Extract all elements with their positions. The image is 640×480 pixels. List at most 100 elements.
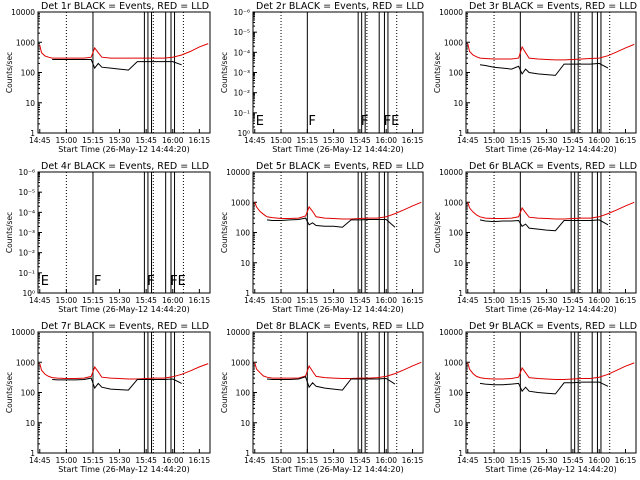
x-axis-label: Start Time (26-May-12 14:44:20) [485,145,616,154]
y-tick-label: 1000 [444,198,463,207]
x-tick-label: 15:30 [536,456,558,465]
x-tick-label: 16:15 [615,136,637,145]
x-axis-label: Start Time (26-May-12 14:44:20) [485,305,616,314]
x-axis-label: Start Time (26-May-12 14:44:20) [58,305,189,314]
x-tick-label: 15:30 [109,456,131,465]
y-axis-label: Counts/sec [220,372,229,413]
chart-panel-6: Det 6r BLACK = Events, RED = LLD 1 10 100 10… [433,161,637,314]
x-tick-label: 15:00 [56,136,78,145]
y-tick-label: 10⁰ [237,129,250,138]
lld-series-line [254,361,422,379]
chart-panel-4: Det 4r BLACK = Events, RED = LLD 10⁰ 10⁻¹ 1… [5,161,211,314]
y-tick-label: 10000 [439,328,463,337]
y-tick-label: 10⁻⁵ [18,188,35,197]
x-tick-label: 15:30 [536,296,558,305]
y-axis-label: Counts/sec [433,52,442,93]
x-tick-label: 15:45 [135,136,157,145]
x-axis-label: Start Time (26-May-12 14:44:20) [272,145,403,154]
x-tick-label: 15:00 [56,296,78,305]
x-tick-label: 15:00 [483,136,505,145]
chart-panel-2: Det 2r BLACK = Events, RED = LLD 10⁰ 10⁻¹ 1… [220,1,424,154]
plot-frame [252,171,424,294]
y-axis-label: Counts/sec [433,372,442,413]
x-tick-label: 14:45 [29,456,51,465]
x-tick-label: 16:00 [375,136,397,145]
x-tick-label: 15:45 [349,456,371,465]
x-tick-label: 14:45 [244,296,266,305]
x-tick-label: 15:15 [82,296,104,305]
y-tick-label: 10000 [226,328,250,337]
chart-panel-3: Det 3r BLACK = Events, RED = LLD 1 10 100 10… [433,1,637,154]
x-tick-label: 15:15 [82,456,104,465]
plot-frame [465,331,637,454]
y-tick-label: 1000 [444,38,463,47]
y-tick-label: 10⁻¹ [233,109,250,118]
x-tick-label: 16:00 [162,456,184,465]
y-tick-label: 10⁻² [18,249,35,258]
y-tick-label: 10000 [439,168,463,177]
y-tick-label: 1 [30,449,35,458]
x-tick-label: 15:15 [297,296,319,305]
x-tick-label: 15:00 [56,456,78,465]
y-tick-label: 1 [458,289,463,298]
x-axis-label: Start Time (26-May-12 14:44:20) [58,465,189,474]
x-tick-label: 15:00 [270,296,292,305]
x-tick-label: 15:45 [135,296,157,305]
x-tick-label: 15:30 [323,296,345,305]
x-tick-label: 15:15 [510,136,532,145]
y-tick-label: 10000 [11,328,35,337]
chart-title: Det 1r BLACK = Events, RED = LLD [41,1,209,12]
x-tick-label: 15:30 [536,136,558,145]
x-tick-label: 15:30 [323,456,345,465]
y-tick-label: 1000 [16,38,35,47]
x-tick-label: 16:00 [588,456,610,465]
events-series-line [479,381,609,395]
flag-marker: F [94,274,101,289]
plot-frame [465,171,637,294]
x-tick-label: 15:15 [297,136,319,145]
y-tick-label: 10 [240,259,250,268]
plot-frame [465,11,637,134]
y-tick-label: 1 [30,129,35,138]
y-axis-label: Counts/sec [5,52,14,93]
y-tick-label: 100 [21,69,36,78]
lld-series-line [467,362,635,380]
x-tick-label: 14:45 [244,136,266,145]
events-series-line [266,376,396,391]
flag-marker: FE [170,274,186,289]
y-tick-label: 100 [449,229,464,238]
x-tick-label: 16:00 [162,136,184,145]
y-axis-label: Counts/sec [220,52,229,93]
chart-title: Det 4r BLACK = Events, RED = LLD [41,161,209,172]
y-tick-label: 10 [240,419,250,428]
events-series-line [479,62,609,76]
x-tick-label: 16:15 [189,456,211,465]
events-series-line [52,59,182,71]
y-tick-label: 10 [453,259,463,268]
y-tick-label: 1 [458,129,463,138]
chart-title: Det 8r BLACK = Events, RED = LLD [256,321,424,332]
y-tick-label: 100 [236,389,251,398]
x-tick-label: 14:45 [457,456,479,465]
x-tick-label: 15:45 [562,456,584,465]
x-tick-label: 15:15 [82,136,104,145]
x-tick-label: 16:15 [402,136,424,145]
x-tick-label: 14:45 [457,296,479,305]
plot-frame [37,331,211,454]
chart-title: Det 7r BLACK = Events, RED = LLD [41,321,209,332]
plot-frame [252,331,424,454]
x-tick-label: 15:00 [270,136,292,145]
y-axis-label: Counts/sec [433,212,442,253]
x-tick-label: 16:00 [375,456,397,465]
events-series-line [266,217,396,228]
chart-title: Det 6r BLACK = Events, RED = LLD [469,161,637,172]
y-axis-label: Counts/sec [5,212,14,253]
x-tick-label: 15:00 [483,456,505,465]
chart-panel-1: Det 1r BLACK = Events, RED = LLD 1 10 100 10… [5,1,211,154]
y-axis-label: Counts/sec [220,212,229,253]
y-tick-label: 10⁻² [233,89,250,98]
events-series-line [479,219,609,232]
flag-marker: F [361,114,368,129]
x-tick-label: 15:30 [323,136,345,145]
